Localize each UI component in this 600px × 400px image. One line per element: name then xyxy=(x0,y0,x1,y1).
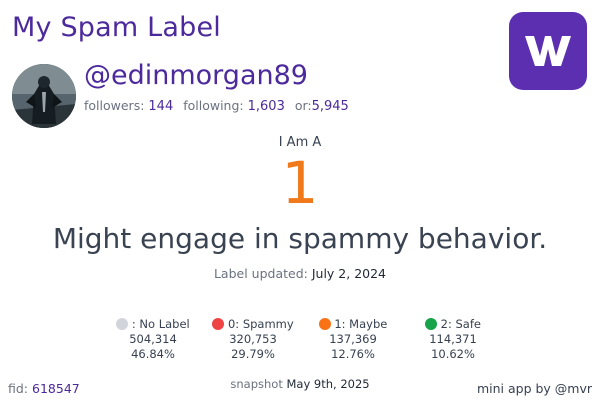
label-value: 1 xyxy=(281,149,319,217)
username[interactable]: @edinmorgan89 xyxy=(84,60,308,91)
legend-count: 320,753 xyxy=(229,332,277,346)
legend-percent: 46.84% xyxy=(131,347,175,361)
avatar[interactable] xyxy=(12,64,76,128)
footer-fid: fid: 618547 xyxy=(8,381,80,396)
footer-credit-link[interactable]: mini app by @mvr xyxy=(476,381,592,396)
label-updated: Label updated: July 2, 2024 xyxy=(0,266,600,281)
legend-item-maybe: 1: Maybe 137,369 12.76% xyxy=(303,317,403,362)
profile-stats: followers: 144 following: 1,603 or:5,945 xyxy=(84,98,349,114)
maybe-dot-icon xyxy=(318,318,331,330)
fid-value: 618547 xyxy=(32,381,80,396)
legend-item-safe: 2: Safe 114,371 10.62% xyxy=(403,317,503,362)
legend-name: : No Label xyxy=(131,317,190,331)
legend-name: 1: Maybe xyxy=(334,317,388,331)
followers-count: 144 xyxy=(148,99,174,114)
spammy-dot-icon xyxy=(212,318,225,330)
legend-percent: 10.62% xyxy=(431,347,475,361)
following-label: following: xyxy=(183,98,244,113)
label-distribution-legend: : No Label 504,314 46.84% 0: Spammy 320,… xyxy=(103,317,503,365)
updated-date: July 2, 2024 xyxy=(311,266,387,281)
or-count: 5,945 xyxy=(311,99,349,114)
legend-item-spammy: 0: Spammy 320,753 29.79% xyxy=(203,317,303,362)
fid-label: fid: xyxy=(8,381,29,396)
legend-count: 504,314 xyxy=(129,332,177,346)
legend-percent: 12.76% xyxy=(331,347,375,361)
legend-count: 114,371 xyxy=(429,332,477,346)
safe-dot-icon xyxy=(425,318,437,330)
no-label-dot-icon xyxy=(116,318,129,330)
label-description: Might engage in spammy behavior. xyxy=(52,222,548,255)
legend-name: 0: Spammy xyxy=(227,317,294,331)
snapshot-label: snapshot xyxy=(230,377,283,391)
or-label: or: xyxy=(294,98,312,113)
updated-label: Label updated: xyxy=(213,266,308,281)
label-intro: I Am A xyxy=(278,135,322,150)
app-title: My Spam Label xyxy=(12,12,222,43)
warpcast-logo-icon xyxy=(509,12,587,90)
following-count: 1,603 xyxy=(247,99,285,114)
legend-name: 2: Safe xyxy=(440,317,481,331)
legend-item-no-label: : No Label 504,314 46.84% xyxy=(103,317,203,362)
legend-percent: 29.79% xyxy=(231,347,275,361)
snapshot-date: May 9th, 2025 xyxy=(286,377,370,391)
footer-snapshot: snapshot May 9th, 2025 xyxy=(0,377,600,391)
legend-count: 137,369 xyxy=(329,332,377,346)
followers-label: followers: xyxy=(84,98,145,113)
